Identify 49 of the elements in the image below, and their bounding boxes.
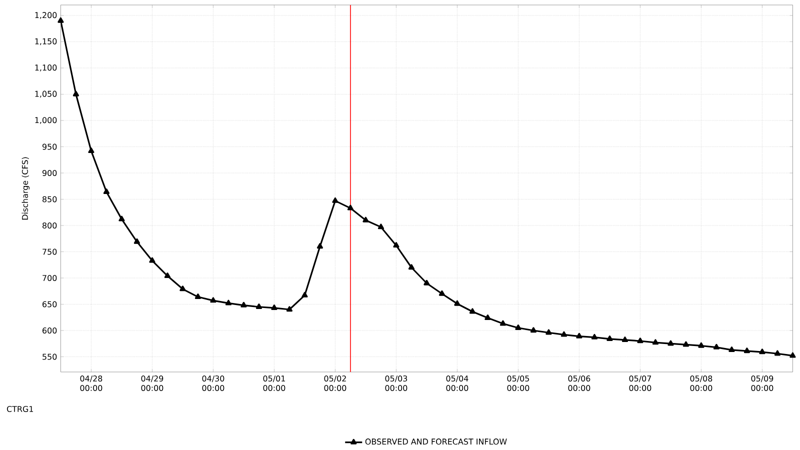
point (316, 243, 324, 249)
point (164, 272, 171, 278)
point (424, 280, 430, 286)
point (103, 188, 110, 194)
point (515, 324, 522, 330)
point (560, 331, 568, 337)
point (72, 90, 80, 96)
point (591, 334, 598, 340)
point (530, 327, 537, 333)
point (225, 300, 232, 306)
point (408, 264, 415, 270)
point (606, 336, 613, 342)
point (88, 148, 94, 154)
point (698, 342, 704, 348)
point (484, 314, 491, 320)
point (378, 224, 384, 230)
point (728, 346, 735, 352)
point (790, 352, 796, 358)
point (454, 300, 460, 306)
point (302, 292, 308, 298)
point (256, 303, 262, 309)
point (286, 306, 293, 312)
point (393, 242, 400, 248)
point (438, 290, 446, 296)
point (134, 238, 140, 244)
point (240, 302, 247, 308)
point (210, 297, 216, 303)
point (759, 348, 766, 354)
point (194, 294, 202, 300)
point (362, 216, 369, 222)
point (682, 341, 690, 347)
point (180, 286, 186, 292)
point (149, 257, 156, 263)
point (576, 332, 582, 338)
point (469, 308, 476, 314)
point (271, 304, 278, 310)
point (622, 336, 628, 342)
point (652, 339, 659, 345)
point (546, 329, 552, 335)
point (637, 338, 644, 344)
point (500, 320, 506, 326)
point (332, 197, 338, 203)
point (118, 216, 125, 222)
point (744, 348, 750, 354)
point (713, 344, 720, 350)
point (668, 340, 674, 346)
point (774, 350, 781, 356)
point (347, 204, 354, 210)
point (58, 17, 64, 23)
